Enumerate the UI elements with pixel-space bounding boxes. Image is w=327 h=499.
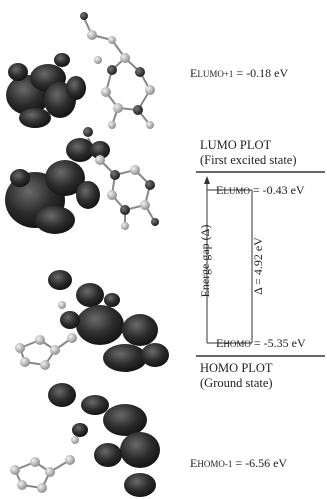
energy-subscript: LUMO+1 [197,69,234,79]
homo-energy-label: EHOMO = -5.35 eV [216,336,306,351]
energy-symbol: E [216,183,224,197]
energy-symbol: E [190,66,198,80]
energy-value: = -5.35 eV [253,336,306,350]
energy-axis-arrowhead [204,176,210,184]
lumo-orbital [5,127,159,234]
lumo-plus1-energy-label: ELUMO+1 = -0.18 eV [190,66,288,81]
homo-orbital [15,270,169,372]
energy-symbol: E [190,456,198,470]
energy-subscript: LUMO [223,186,250,196]
homo-minus1-energy-label: EHOMO-1 = -6.56 eV [190,456,287,471]
homo-state-caption: (Ground state) [200,376,273,390]
homo-minus1-orbital [10,383,160,497]
energy-symbol: E [216,336,224,350]
homo-plot-heading: HOMO PLOT [200,361,273,375]
lumo-state-caption: (First excited state) [200,153,297,167]
energy-value: = -0.43 eV [252,183,305,197]
energy-subscript: HOMO-1 [197,459,233,469]
energy-value: = -0.18 eV [236,66,289,80]
energy-gap-axis-label: Energe gap (Δ) [198,224,212,298]
lumo-plus1-orbital [6,12,155,129]
lumo-energy-label: ELUMO = -0.43 eV [216,183,305,198]
gap-value-label: Δ = 4.92 eV [251,237,265,295]
energy-subscript: HOMO [223,339,251,349]
lumo-plot-heading: LUMO PLOT [200,138,272,152]
energy-value: = -6.56 eV [235,456,288,470]
energy-gap-diagram [196,171,325,357]
